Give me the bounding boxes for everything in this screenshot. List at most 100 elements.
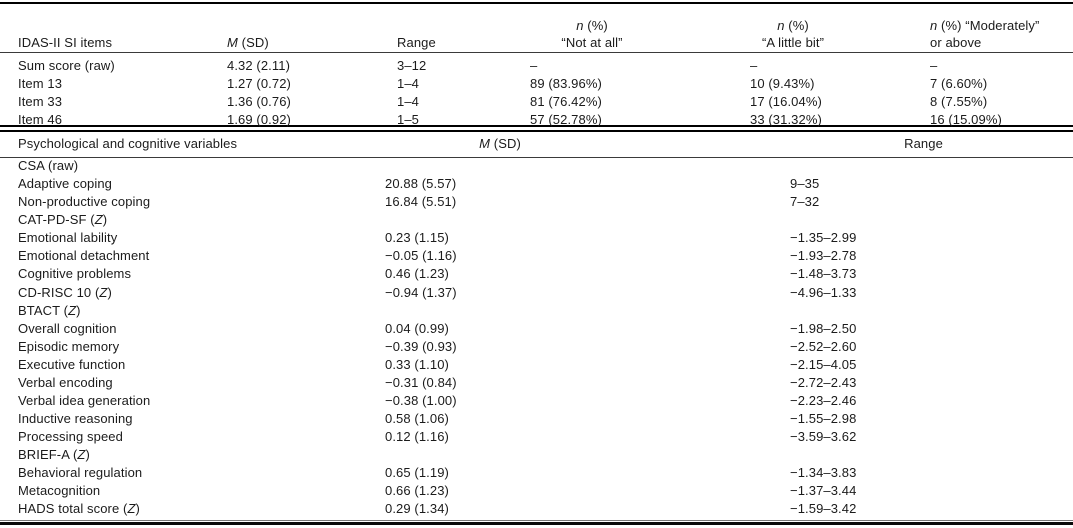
cell: 1–4 [397,94,419,109]
cell: Sum score (raw) [18,58,115,73]
cell: 0.46 (1.23) [385,266,449,282]
table-row: Adaptive coping 20.88 (5.57) 9–35 [0,175,1073,193]
cell: Processing speed [18,429,123,445]
table-row: HADS total score (Z) 0.29 (1.34) −1.59–3.4… [0,500,1073,518]
cell: 0.33 (1.10) [385,356,449,372]
table-row: Item 33 1.36 (0.76) 1–4 81 (76.42%) 17 (16.0… [0,93,1073,111]
header-row: IDAS-II SI items M (SD) Range n (%) “Not at … [0,7,1073,57]
cell: CAT-PD-SF (Z) [18,212,108,228]
cell: 9–35 [790,176,820,192]
table-row: Processing speed 0.12 (1.16) −3.59–3.62 [0,428,1073,446]
table-row: CAT-PD-SF (Z) [0,211,1073,229]
idas-si-items-table: IDAS-II SI items M (SD) Range n (%) “Not at … [0,7,1073,129]
cell: – [530,58,538,73]
table-row: BRIEF-A (Z) [0,446,1073,464]
cell: −1.35–2.99 [790,230,857,246]
psych-table-top-rule [0,130,1073,132]
cell: Non-productive coping [18,194,151,210]
cell: −3.59–3.62 [790,429,857,445]
cell: Item 33 [18,94,63,109]
cell: −1.55–2.98 [790,411,857,427]
cell: 1–5 [397,112,419,127]
column-header: Psychological and cognitive variables [18,136,238,151]
column-header: Range [397,34,436,50]
cell: 10 (9.43%) [750,76,815,91]
cell: −0.39 (0.93) [385,338,457,354]
psych-table-header: Psychological and cognitive variables M (… [0,131,1073,157]
cell: Item 46 [18,112,63,127]
column-header: n (%) “A little bit” [761,18,825,50]
cell: −1.37–3.44 [790,483,857,499]
table-row: Sum score (raw) 4.32 (2.11) 3–12 – – – [0,57,1073,75]
cell [680,211,1073,229]
cell: 1.36 (0.76) [227,94,291,109]
column-header: Range [904,136,943,151]
cell [680,302,1073,320]
table-row: Item 46 1.69 (0.92) 1–5 57 (52.78%) 33 (31.3… [0,111,1073,129]
table-bottom-thin-rule [0,519,1073,521]
idas-table-header: IDAS-II SI items M (SD) Range n (%) “Not at … [0,7,1073,57]
table-top-rule [0,2,1073,5]
table-row: BTACT (Z) [0,302,1073,320]
cell: 20.88 (5.57) [385,176,457,192]
column-header: n (%) “Moderately” or above [930,18,1040,50]
column-header: IDAS-II SI items [18,34,113,50]
cell: −1.48–3.73 [790,266,857,282]
cell: 1.69 (0.92) [227,112,291,127]
cell: Behavioral regulation [18,465,143,481]
table-row: Metacognition 0.66 (1.23) −1.37–3.44 [0,482,1073,500]
cell: Episodic memory [18,338,120,354]
cell: BRIEF-A (Z) [18,447,90,463]
cell: 0.58 (1.06) [385,411,449,427]
cell: HADS total score (Z) [18,501,140,517]
psych-cognitive-table: Psychological and cognitive variables M (… [0,131,1073,519]
cell [340,211,680,229]
cell: – [930,58,938,73]
cell: Emotional lability [18,230,118,246]
cell: 16 (15.09%) [930,112,1002,127]
table-row: Item 13 1.27 (0.72) 1–4 89 (83.96%) 10 (9.43… [0,75,1073,93]
table-row: Behavioral regulation 0.65 (1.19) −1.34–3.… [0,464,1073,482]
column-header: M (SD) [227,34,269,50]
cell: 0.04 (0.99) [385,320,449,336]
table-row: Emotional detachment −0.05 (1.16) −1.93–2.… [0,247,1073,265]
cell: Emotional detachment [18,248,150,264]
cell: 17 (16.04%) [750,94,822,109]
cell: Overall cognition [18,320,117,336]
si-table-bottom-rule [0,124,1073,127]
cell: −0.94 (1.37) [385,284,457,300]
cell: Verbal idea generation [18,393,151,409]
cell: Item 13 [18,76,63,91]
column-header: M (SD) [479,136,521,151]
cell: Inductive reasoning [18,411,133,427]
cell: CSA (raw) [18,158,79,173]
cell: −1.93–2.78 [790,248,857,264]
table-row: Inductive reasoning 0.58 (1.06) −1.55–2.98 [0,410,1073,428]
cell: −4.96–1.33 [790,284,857,300]
cell: 3–12 [397,58,427,73]
psych-table-header-rule [0,157,1073,159]
table-row: CD-RISC 10 (Z) −0.94 (1.37) −4.96–1.33 [0,284,1073,302]
cell: −1.59–3.42 [790,501,857,517]
cell: 7–32 [790,194,820,210]
cell: 89 (83.96%) [530,76,602,91]
cell: 33 (31.32%) [750,112,822,127]
si-table-header-rule [0,51,1073,53]
cell: Cognitive problems [18,266,132,282]
cell: −0.31 (0.84) [385,374,457,390]
table-row: Overall cognition 0.04 (0.99) −1.98–2.50 [0,320,1073,338]
cell: Adaptive coping [18,176,113,192]
cell: 0.29 (1.34) [385,501,449,517]
cell: 1–4 [397,76,419,91]
cell [340,302,680,320]
cell: 0.23 (1.15) [385,230,449,246]
cell: – [750,58,758,73]
cell: −2.72–2.43 [790,374,857,390]
cell: 0.12 (1.16) [385,429,449,445]
cell: 4.32 (2.11) [227,58,291,73]
table-row: Executive function 0.33 (1.10) −2.15–4.05 [0,356,1073,374]
cell: Verbal encoding [18,374,113,390]
table-row: Verbal idea generation −0.38 (1.00) −2.23–… [0,392,1073,410]
cell: 7 (6.60%) [930,76,988,91]
cell: −0.05 (1.16) [385,248,457,264]
